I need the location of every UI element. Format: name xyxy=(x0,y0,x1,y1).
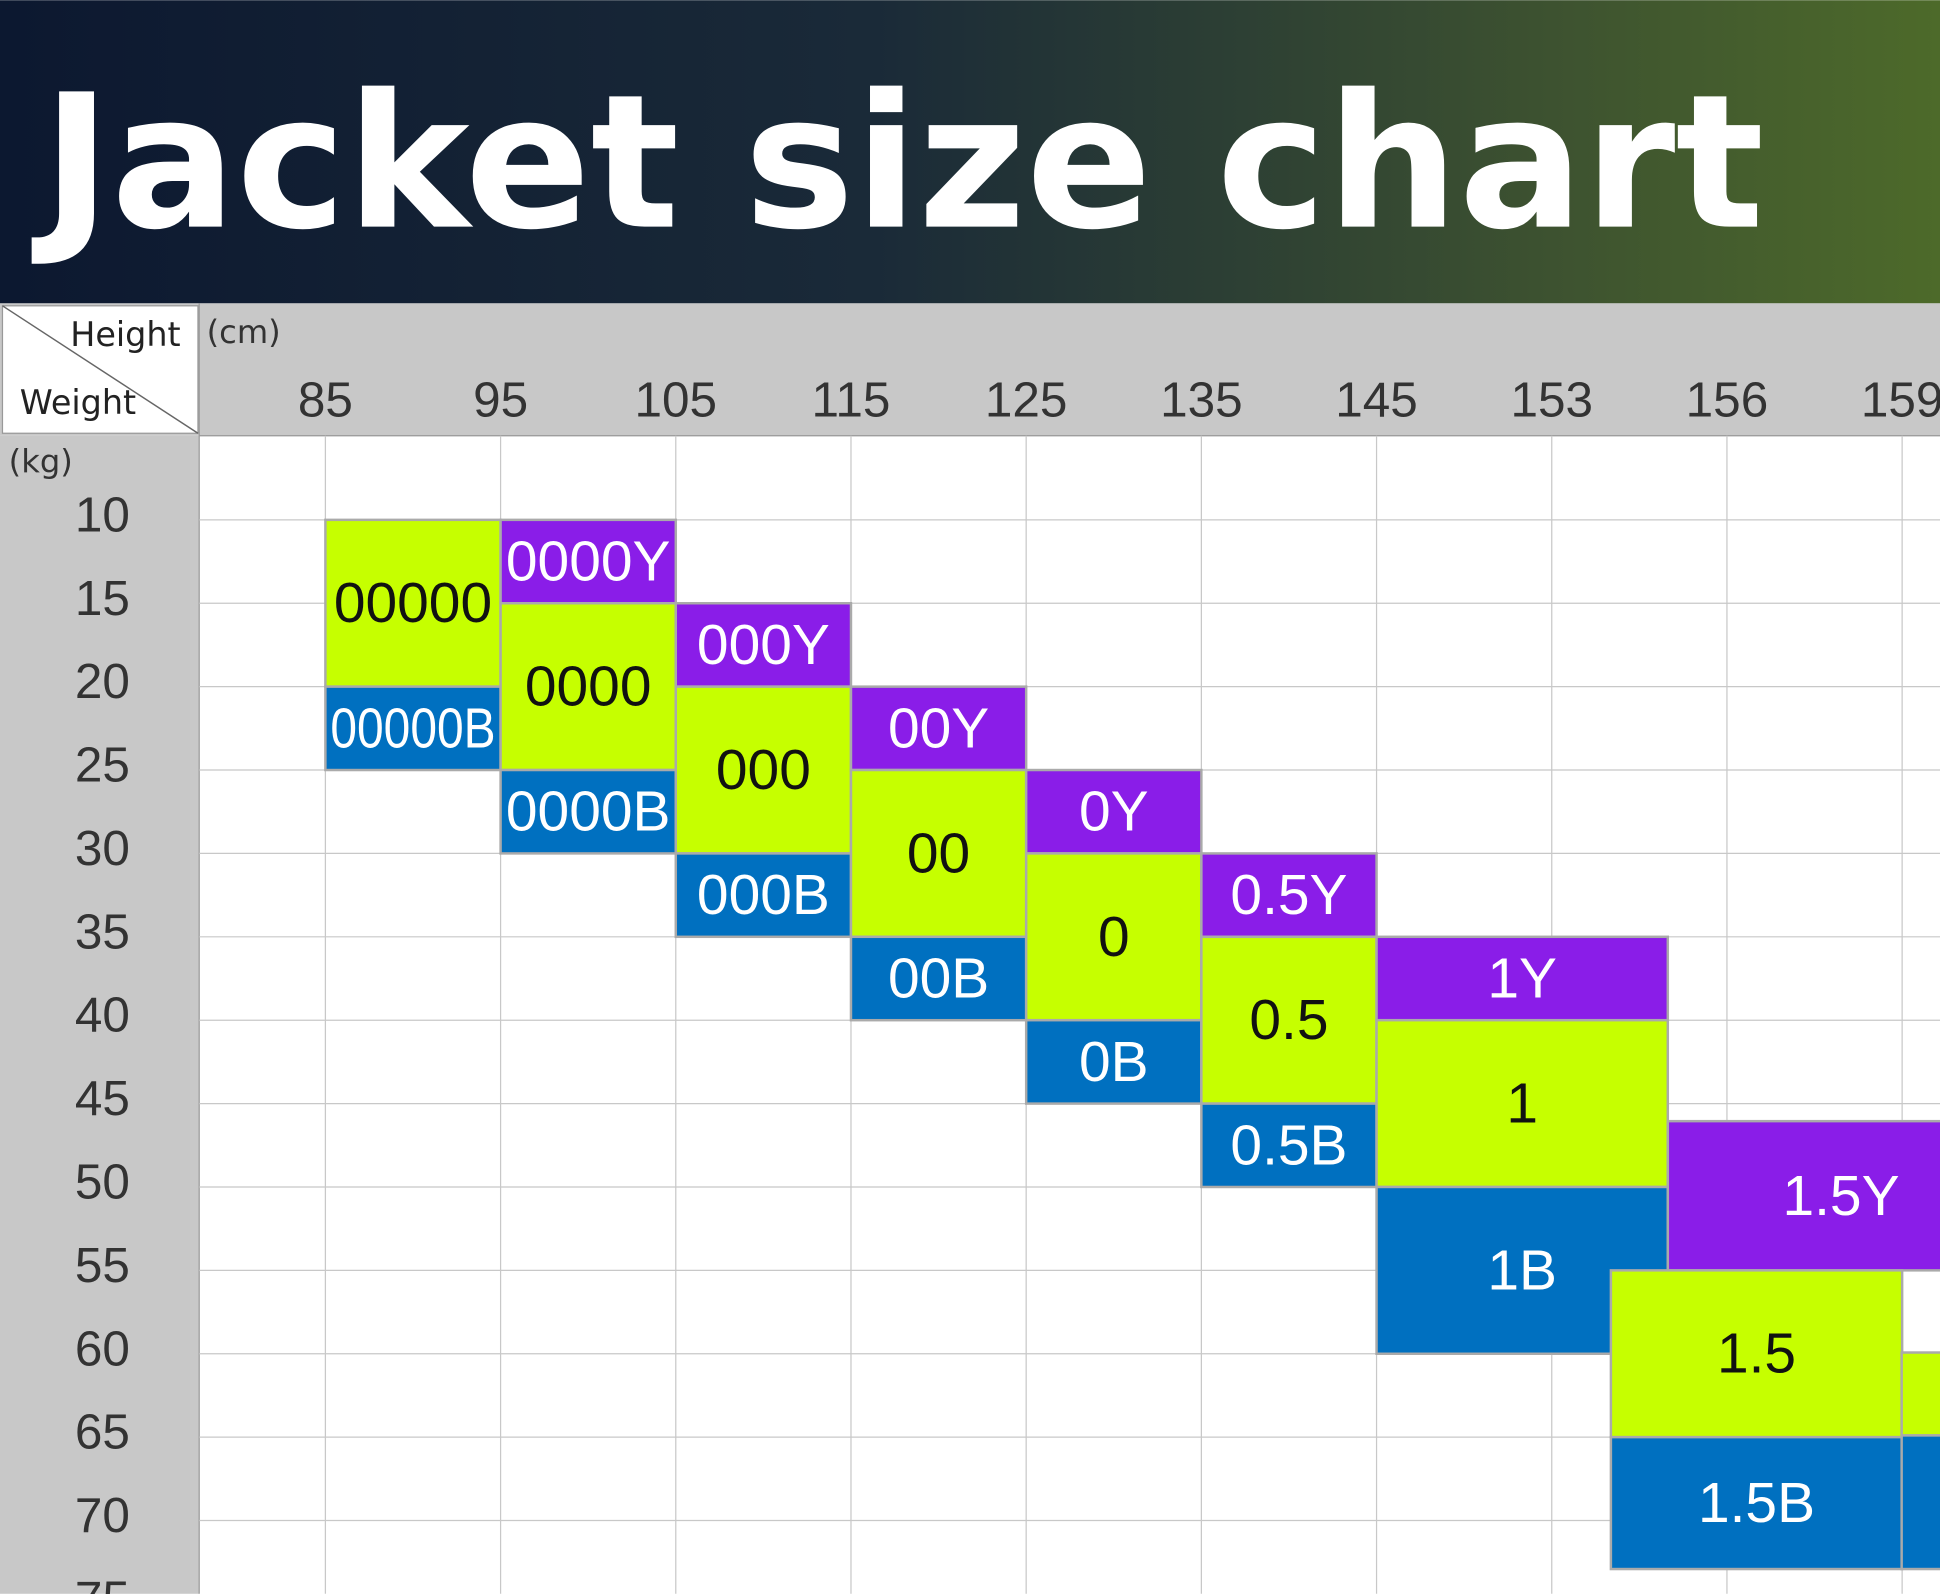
size-label: 0.5B xyxy=(1230,1113,1347,1177)
height-tick-label: 156 xyxy=(1686,372,1769,427)
height-tick-label: 159 xyxy=(1861,372,1940,427)
height-tick-label: 145 xyxy=(1335,372,1418,427)
weight-tick-label: 70 xyxy=(75,1488,130,1543)
size-label: 00000 xyxy=(334,571,492,635)
size-blocks: 0000000000B0000Y00000000B000Y000000B00Y0… xyxy=(324,518,1940,1571)
size-block xyxy=(1200,1102,1378,1189)
size-block xyxy=(849,768,1028,939)
size-label: 0000 xyxy=(525,655,652,719)
size-label: 00 xyxy=(907,821,970,885)
weight-tick-label: 50 xyxy=(75,1155,130,1210)
size-label: 1 xyxy=(1506,1072,1538,1136)
size-label: 00B xyxy=(888,947,989,1011)
cut-block xyxy=(1900,1351,1940,1437)
weight-tick-label: 40 xyxy=(75,988,130,1043)
size-block xyxy=(849,935,1028,1022)
size-block xyxy=(1666,1119,1940,1272)
size-label: 00000B xyxy=(330,696,495,760)
size-label: 1B xyxy=(1487,1238,1557,1302)
size-block xyxy=(1375,935,1670,1022)
size-label: 00Y xyxy=(888,696,989,760)
weight-label: Weight xyxy=(20,383,136,422)
weight-tick-label: 35 xyxy=(75,904,130,959)
cut-block xyxy=(1900,1434,1940,1571)
size-label: 0.5 xyxy=(1249,988,1328,1052)
weight-unit: (kg) xyxy=(9,443,73,481)
weight-tick-label: 65 xyxy=(75,1405,130,1460)
size-block xyxy=(499,518,678,605)
title-band xyxy=(0,0,1940,304)
size-label: 000 xyxy=(716,738,811,802)
size-block xyxy=(1024,1018,1203,1105)
height-tick-label: 115 xyxy=(812,372,891,427)
title: Jacket size chart xyxy=(31,55,1764,271)
height-tick-label: 95 xyxy=(473,372,528,427)
size-label: 0 xyxy=(1098,905,1130,969)
weight-header xyxy=(0,435,200,1594)
height-tick-label: 85 xyxy=(298,372,353,427)
size-block xyxy=(324,685,502,772)
size-block xyxy=(1200,935,1378,1105)
height-tick-label: 105 xyxy=(635,372,718,427)
size-block xyxy=(499,602,678,772)
size-label: 000Y xyxy=(697,613,830,677)
weight-tick-label: 20 xyxy=(75,654,130,709)
size-label: 1.5 xyxy=(1717,1322,1796,1386)
weight-tick-label: 45 xyxy=(75,1071,130,1126)
size-label: 1.5B xyxy=(1698,1471,1815,1535)
size-label: 0000B xyxy=(506,780,671,844)
size-block xyxy=(1609,1435,1904,1571)
size-block xyxy=(1375,1018,1670,1189)
size-block xyxy=(499,768,678,855)
size-label: 1.5Y xyxy=(1782,1164,1899,1228)
weight-tick-label: 60 xyxy=(75,1321,130,1376)
height-tick-label: 125 xyxy=(985,372,1068,427)
height-unit: (cm) xyxy=(207,313,281,351)
size-block xyxy=(324,518,502,688)
size-label: 000B xyxy=(697,863,830,927)
size-block xyxy=(1609,1269,1904,1439)
weight-tick-label: 30 xyxy=(75,821,130,876)
size-block xyxy=(1024,768,1203,855)
weight-tick-label: 75 xyxy=(75,1571,130,1594)
size-label: 1Y xyxy=(1487,947,1557,1011)
size-label: 0.5Y xyxy=(1230,863,1347,927)
height-header xyxy=(0,303,1940,436)
weight-tick-label: 55 xyxy=(75,1238,130,1293)
size-label: 0000Y xyxy=(506,530,671,594)
size-block xyxy=(849,685,1028,772)
corner-diagonal xyxy=(2,305,199,434)
size-label: 0Y xyxy=(1079,780,1149,844)
height-label: Height xyxy=(70,315,180,354)
size-block xyxy=(674,685,853,855)
weight-tick-label: 25 xyxy=(75,738,130,793)
weight-tick-label: 15 xyxy=(75,571,130,626)
weight-tick-label: 10 xyxy=(75,487,130,542)
height-tick-label: 153 xyxy=(1510,372,1593,427)
size-block xyxy=(1200,852,1378,939)
size-label: 0B xyxy=(1079,1030,1149,1094)
size-block xyxy=(674,602,853,688)
height-tick-label: 135 xyxy=(1160,372,1243,427)
